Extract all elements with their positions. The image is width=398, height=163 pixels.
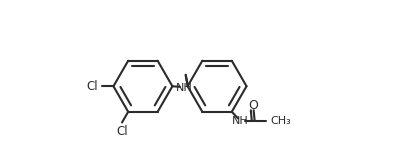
Text: NH: NH xyxy=(232,116,249,126)
Text: NH: NH xyxy=(176,83,192,93)
Text: CH₃: CH₃ xyxy=(271,116,291,126)
Text: Cl: Cl xyxy=(116,125,128,138)
Text: O: O xyxy=(249,99,259,112)
Text: Cl: Cl xyxy=(87,80,98,93)
